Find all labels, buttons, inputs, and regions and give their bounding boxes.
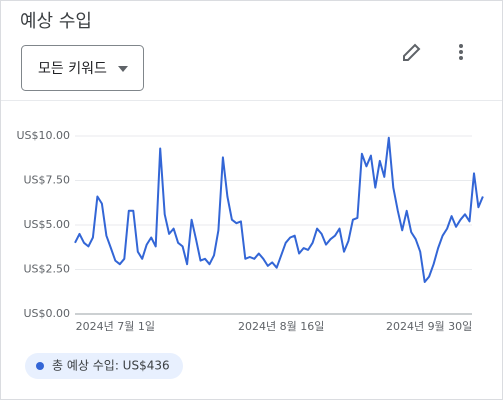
kebab-dot[interactable] (459, 44, 463, 48)
y-tick-label: US$0.00 (23, 307, 70, 320)
legend-dot (36, 362, 44, 370)
x-tick-label: 2024년 9월 30일 (386, 319, 472, 333)
y-tick-label: US$5.00 (23, 218, 70, 231)
more-button[interactable] (459, 44, 463, 60)
y-tick-label: US$7.50 (23, 174, 70, 187)
x-tick-label: 2024년 8월 16일 (238, 319, 324, 333)
keyword-dropdown[interactable]: 모든 키워드 (21, 45, 144, 91)
edit-button[interactable] (403, 43, 421, 61)
dropdown-label[interactable]: 모든 키워드 (38, 61, 107, 77)
legend-label: 총 예상 수입: US$436 (52, 359, 170, 373)
legend-pill (25, 353, 183, 379)
pencil-icon[interactable] (403, 43, 421, 61)
dropdown-box[interactable] (21, 45, 144, 91)
y-tick-label: US$10.00 (16, 129, 70, 142)
kebab-dot[interactable] (459, 56, 463, 60)
data-line (74, 136, 484, 283)
legend: 총 예상 수입: US$436 (25, 353, 183, 379)
dropdown-arrow[interactable] (118, 66, 128, 72)
card-title: 예상 수입 (20, 11, 92, 32)
kebab-dot[interactable] (459, 50, 463, 54)
x-tick-label: 2024년 7월 1일 (76, 319, 155, 333)
y-tick-label: US$2.50 (23, 263, 70, 276)
